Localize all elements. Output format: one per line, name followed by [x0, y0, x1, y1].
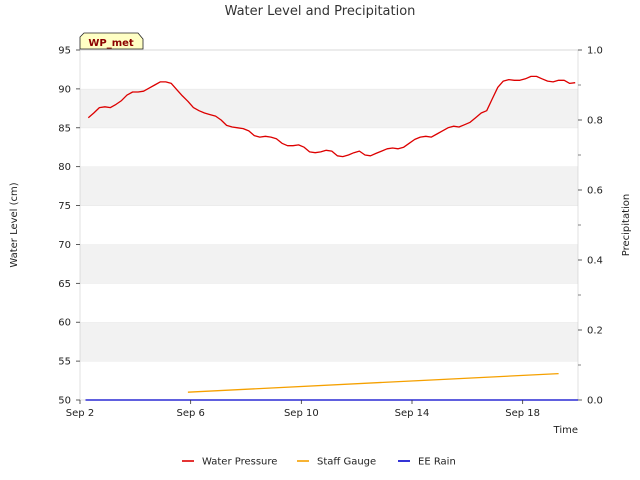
- y-tick-label: 60: [58, 318, 71, 329]
- grid-band: [80, 88, 578, 128]
- series-line-water-pressure: [87, 75, 576, 158]
- y2-axis-label: Precipitation: [621, 194, 632, 257]
- y-axis-right: 0.0 0.2 0.4 0.6 0.8 1.0: [578, 46, 603, 407]
- x-tick-label: Sep 2: [66, 408, 94, 419]
- grid-band: [80, 166, 578, 206]
- grid-band: [80, 283, 578, 323]
- x-tick-label: Sep 14: [395, 408, 430, 419]
- x-axis: Sep 2 Sep 6 Sep 10 Sep 14 Sep 18: [66, 400, 540, 419]
- legend-label: EE Rain: [418, 457, 456, 468]
- y-tick-label: 90: [58, 84, 71, 95]
- y2-tick-label: 0.4: [587, 256, 603, 267]
- series-lines: [85, 75, 578, 401]
- y-tick-label: 65: [58, 279, 71, 290]
- grid-band: [80, 244, 578, 284]
- chart-title: Water Level and Precipitation: [225, 4, 416, 19]
- y-tick-label: 50: [58, 396, 71, 407]
- y-tick-label: 75: [58, 201, 71, 212]
- x-tick-label: Sep 6: [176, 408, 204, 419]
- y-axis-label: Water Level (cm): [9, 182, 20, 267]
- plot-background: [80, 49, 578, 400]
- series-line-staff-gauge: [187, 372, 559, 393]
- y-tick-label: 95: [58, 46, 71, 57]
- grid-band: [80, 361, 578, 400]
- x-tick-label: Sep 10: [284, 408, 319, 419]
- grid-band: [80, 127, 578, 167]
- legend-label: Staff Gauge: [317, 457, 376, 468]
- legend-label: Water Pressure: [202, 457, 277, 468]
- y-tick-label: 70: [58, 240, 71, 251]
- grid-band: [80, 205, 578, 245]
- y-tick-label: 55: [58, 357, 71, 368]
- y2-tick-label: 0.8: [587, 116, 603, 127]
- y2-tick-label: 0.6: [587, 186, 603, 197]
- y-tick-label: 80: [58, 162, 71, 173]
- badge-label: WP_met: [88, 38, 134, 49]
- grid-band: [80, 322, 578, 362]
- y-axis-left: 50 55 60 65 70 75 80 85 90 95: [58, 46, 80, 407]
- legend: Water Pressure Staff Gauge EE Rain: [182, 457, 456, 468]
- y2-tick-label: 0.0: [587, 396, 603, 407]
- grid-band: [80, 50, 578, 89]
- y2-tick-label: 1.0: [587, 46, 603, 57]
- y-tick-label: 85: [58, 123, 71, 134]
- x-tick-label: Sep 18: [505, 408, 540, 419]
- x-axis-label: Time: [553, 425, 578, 436]
- y2-tick-label: 0.2: [587, 326, 603, 337]
- station-badge: WP_met: [79, 32, 144, 50]
- badge-shape: [79, 32, 144, 50]
